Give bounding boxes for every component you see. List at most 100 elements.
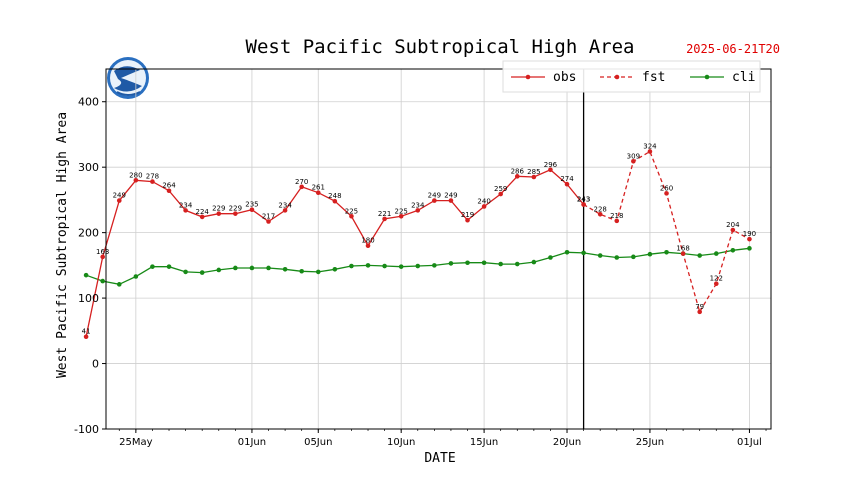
data-point-obs	[448, 198, 454, 203]
data-label-obs: 264	[162, 182, 176, 190]
data-label-obs: 41	[82, 328, 91, 336]
data-point-cli	[548, 255, 553, 260]
y-tick-label: 0	[92, 358, 99, 371]
data-point-obs	[382, 216, 387, 222]
data-point-cli	[614, 255, 620, 260]
legend-label-obs: obs	[553, 70, 576, 85]
data-point-cli	[266, 265, 271, 271]
data-point-fst	[614, 218, 620, 224]
data-point-obs	[249, 207, 255, 213]
y-tick-label: 200	[78, 227, 99, 240]
data-point-obs	[199, 214, 205, 220]
data-label-fst: 122	[710, 275, 723, 283]
data-point-fst	[747, 236, 752, 242]
data-point-cli	[697, 253, 702, 258]
data-label-fst: 190	[743, 230, 756, 238]
data-point-cli	[514, 261, 520, 267]
data-label-obs: 249	[444, 192, 457, 200]
x-tick-label: 20Jun	[553, 437, 581, 448]
y-axis-ticks: -100 0 100 200 300 400	[74, 96, 106, 436]
data-point-cli	[382, 263, 387, 269]
data-point-obs	[266, 219, 271, 224]
data-point-cli	[664, 249, 669, 255]
data-label-obs: 249	[428, 192, 441, 200]
data-point-cli	[531, 259, 537, 265]
data-point-cli	[631, 254, 636, 260]
data-point-obs	[100, 254, 105, 260]
data-label-obs: 285	[527, 168, 540, 176]
data-label-fst: 79	[695, 303, 704, 311]
series-line-fst	[583, 150, 750, 314]
data-point-obs	[349, 213, 354, 219]
data-point-fst	[597, 212, 603, 217]
data-point-fst	[647, 149, 653, 154]
legend-label-cli: cli	[732, 70, 755, 85]
data-point-cli	[730, 248, 736, 253]
data-point-obs	[531, 174, 537, 180]
data-point-cli	[647, 251, 653, 257]
data-label-obs: 286	[511, 167, 525, 175]
x-tick-label: 10Jun	[387, 437, 415, 448]
data-label-obs: 225	[345, 207, 358, 215]
data-label-obs: 234	[411, 201, 425, 209]
data-label-obs: 249	[113, 192, 126, 200]
y-tick-label: -100	[74, 423, 99, 436]
data-point-obs	[548, 167, 553, 173]
logo-icon	[107, 57, 149, 99]
data-point-fst	[664, 191, 669, 196]
data-label-fst: 228	[594, 205, 607, 213]
data-point-fst	[581, 202, 586, 207]
data-label-obs: 270	[295, 178, 308, 186]
data-point-cli	[183, 269, 188, 275]
data-point-fst	[713, 281, 719, 286]
data-point-cli	[315, 269, 321, 275]
data-point-cli	[597, 253, 603, 258]
data-label-obs: 217	[262, 213, 275, 221]
data-point-cli	[199, 270, 205, 275]
data-point-obs	[315, 190, 321, 196]
data-label-obs: 225	[394, 207, 407, 215]
data-point-obs	[564, 181, 570, 187]
data-point-obs	[116, 198, 122, 203]
data-point-obs	[498, 191, 503, 197]
data-point-obs	[183, 208, 188, 213]
data-point-obs	[83, 334, 89, 340]
data-point-cli	[747, 246, 752, 251]
data-point-cli	[100, 278, 105, 284]
data-point-cli	[498, 261, 503, 267]
data-point-cli	[465, 260, 470, 266]
data-label-fst: 218	[610, 212, 623, 220]
data-point-cli	[133, 274, 139, 279]
data-point-cli	[564, 249, 570, 255]
data-point-obs	[133, 177, 139, 183]
data-point-obs	[514, 174, 520, 179]
data-point-obs	[365, 243, 371, 249]
data-point-obs	[481, 204, 487, 209]
data-label-obs: 219	[461, 211, 474, 219]
data-point-cli	[481, 260, 487, 266]
data-point-obs	[415, 208, 421, 213]
chart-title: West Pacific Subtropical High Area	[246, 36, 635, 58]
data-point-obs	[282, 208, 288, 213]
data-label-obs: 274	[560, 175, 574, 183]
legend-marker-cli	[704, 74, 710, 80]
data-point-obs	[216, 211, 222, 216]
data-point-obs	[432, 198, 437, 203]
data-label-obs: 234	[179, 201, 193, 209]
x-axis-ticks: 25May 01Jun 05Jun 10Jun 15Jun 20Jun 25Jun 01Jul	[118, 429, 767, 448]
data-label-fst: 204	[726, 221, 740, 229]
legend-label-fst: fst	[642, 70, 665, 85]
data-label-obs: 296	[544, 161, 558, 169]
grid-lines	[106, 69, 771, 430]
data-point-cli	[713, 251, 719, 256]
y-tick-label: 100	[78, 292, 99, 305]
data-point-cli	[365, 263, 371, 268]
data-label-obs: 278	[146, 173, 159, 181]
data-label-fst: 168	[676, 245, 689, 253]
data-point-obs	[332, 198, 338, 204]
y-tick-label: 400	[78, 96, 99, 109]
data-label-fst: 324	[643, 142, 657, 150]
y-axis-label: West Pacific Subtropical High Area	[55, 112, 70, 378]
